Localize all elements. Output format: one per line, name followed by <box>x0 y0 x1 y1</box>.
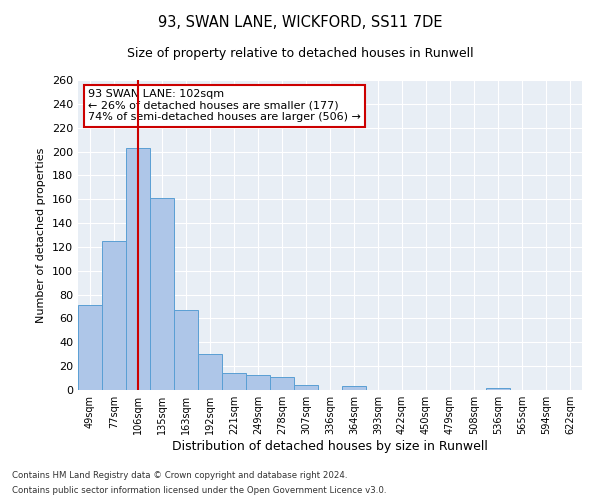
Bar <box>246 374 270 390</box>
Bar <box>102 241 126 390</box>
X-axis label: Distribution of detached houses by size in Runwell: Distribution of detached houses by size … <box>172 440 488 453</box>
Text: Contains HM Land Registry data © Crown copyright and database right 2024.: Contains HM Land Registry data © Crown c… <box>12 471 347 480</box>
Y-axis label: Number of detached properties: Number of detached properties <box>37 148 46 322</box>
Bar <box>222 374 246 390</box>
Text: 93 SWAN LANE: 102sqm
← 26% of detached houses are smaller (177)
74% of semi-deta: 93 SWAN LANE: 102sqm ← 26% of detached h… <box>88 90 361 122</box>
Bar <box>198 354 222 390</box>
Bar <box>150 198 174 390</box>
Text: Contains public sector information licensed under the Open Government Licence v3: Contains public sector information licen… <box>12 486 386 495</box>
Text: Size of property relative to detached houses in Runwell: Size of property relative to detached ho… <box>127 48 473 60</box>
Bar <box>174 310 198 390</box>
Bar <box>486 388 510 390</box>
Text: 93, SWAN LANE, WICKFORD, SS11 7DE: 93, SWAN LANE, WICKFORD, SS11 7DE <box>158 15 442 30</box>
Bar <box>294 385 318 390</box>
Bar <box>342 386 366 390</box>
Bar <box>270 377 294 390</box>
Bar <box>126 148 150 390</box>
Bar <box>78 306 102 390</box>
